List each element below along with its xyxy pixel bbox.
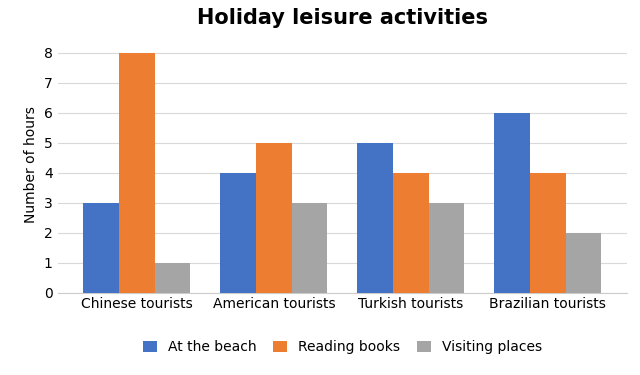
Bar bbox=[393, 172, 429, 292]
Bar bbox=[119, 53, 155, 292]
Bar bbox=[83, 202, 119, 292]
Bar bbox=[256, 142, 292, 292]
Bar bbox=[292, 202, 327, 292]
Bar bbox=[530, 172, 566, 292]
Title: Holiday leisure activities: Holiday leisure activities bbox=[197, 8, 488, 28]
Bar bbox=[429, 202, 465, 292]
Bar bbox=[495, 112, 530, 292]
Bar bbox=[220, 172, 256, 292]
Bar bbox=[358, 142, 393, 292]
Y-axis label: Number of hours: Number of hours bbox=[24, 106, 38, 224]
Legend: At the beach, Reading books, Visiting places: At the beach, Reading books, Visiting pl… bbox=[143, 340, 542, 354]
Bar bbox=[155, 262, 190, 292]
Bar bbox=[566, 232, 602, 292]
